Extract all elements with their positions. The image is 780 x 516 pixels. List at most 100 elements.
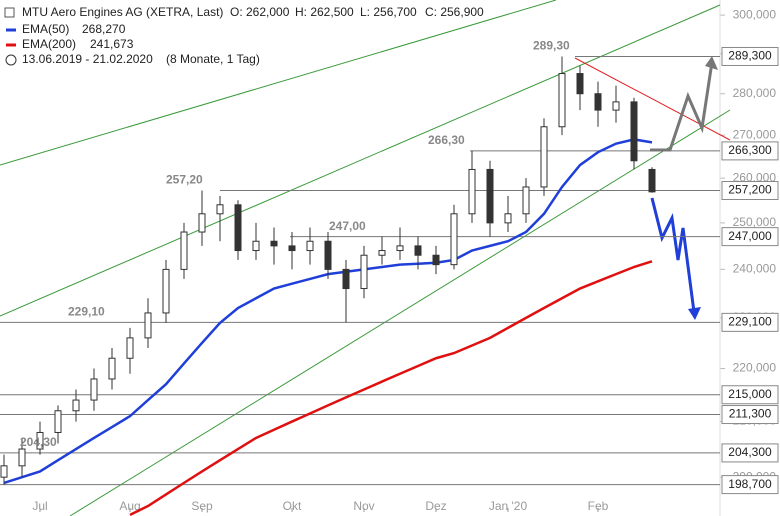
legend-value: 268,270 [82,22,126,36]
level-label: 215,000 [728,387,772,401]
candle-body [90,378,98,401]
level-box [721,141,779,161]
legend-icon [4,7,15,18]
candle-body [162,268,170,314]
candle-body [486,168,494,224]
arrow-head [705,56,718,70]
arrow-head [688,307,701,320]
candle-body [0,465,8,478]
x-tick-label: Nov [353,499,374,513]
candle-body [558,73,566,128]
y-tick-label: 220,000 [733,361,777,375]
candle-body [234,204,242,252]
ohlc-value: C: 256,900 [425,5,484,19]
candle-body [396,245,404,252]
candle-body [540,126,548,188]
x-tick-label: Feb [588,499,609,513]
x-tick-label: Jan '20 [489,499,528,513]
x-tick-label: Sep [191,499,213,513]
annotation: 257,20 [166,173,203,187]
period: (8 Monate, 1 Tag) [166,52,260,66]
annotation: 289,30 [533,39,570,53]
annotation: 229,10 [68,305,105,319]
candle-body [360,254,368,290]
candle-body [108,357,116,380]
candle-body [18,448,26,467]
candle-body [180,231,188,270]
candle-body [450,213,458,266]
candle-body [594,93,602,111]
legend-label: EMA(50) [22,22,69,36]
level-label: 229,100 [728,315,772,329]
candle-body [522,186,530,215]
scenario-arrow-down [650,197,696,313]
candle-body [576,73,584,95]
x-tick-label: Okt [283,499,302,513]
ohlc-value: L: 256,700 [360,5,417,19]
candle-body [144,312,152,339]
y-tick-label: 260,000 [733,170,777,184]
level-box [721,385,779,405]
legend: MTU Aero Engines AG (XETRA, Last) O: 262… [4,5,484,66]
level-box [721,405,779,425]
level-label: 211,300 [729,407,772,421]
ohlc-value: O: 262,000 [230,5,290,19]
level-label: 198,700 [728,477,772,491]
candle-body [72,399,80,412]
channel-upper [0,0,557,166]
downtrend-line [574,57,731,141]
candle-body [432,254,440,266]
candle-body [54,410,62,433]
scenario-arrow-up [650,61,714,152]
candle-body [504,213,512,224]
x-tick-label: Jul [32,499,47,513]
candle-body [378,250,386,256]
annotation: 266,30 [428,133,465,147]
date-range: 13.06.2019 - 21.02.2020 [22,52,153,66]
level-box [721,227,779,247]
y-tick-label: 280,000 [733,86,777,100]
candle-body [324,240,332,270]
legend-value: 241,673 [90,37,134,51]
y-tick-label: 250,000 [733,215,777,229]
annotation: 247,00 [329,219,366,233]
y-tick-label: 240,000 [733,262,777,276]
level-label: 257,200 [728,183,772,197]
candle-body [216,204,224,215]
candle-body [252,240,260,252]
candle-body [288,245,296,252]
level-box [721,181,779,201]
x-tick-label: Dez [425,499,446,513]
candle-body [306,240,314,252]
ema-line [129,260,653,516]
level-box [721,475,779,495]
level-label: 204,300 [728,445,772,459]
candle-body [414,245,422,256]
candle-body [648,168,656,193]
candle-body [270,240,278,247]
level-box [721,312,779,332]
candle-body [198,213,206,233]
candle-body [468,168,476,215]
level-box [721,443,779,463]
level-label: 289,300 [728,49,772,63]
ohlc-value: H: 262,500 [295,5,354,19]
level-label: 247,000 [728,229,772,243]
clock-icon [5,54,17,66]
trend-lines [0,0,731,516]
level-label: 266,300 [728,143,772,157]
channel-lower [69,109,731,516]
x-tick-label: Aug [119,499,140,513]
candle-body [126,337,134,359]
legend-title: MTU Aero Engines AG (XETRA, Last) [22,5,223,19]
y-tick-label: 270,000 [733,127,777,141]
annotation: 204,30 [20,435,57,449]
y-tick-label: 300,000 [733,7,777,21]
candle-body [342,268,350,290]
candle-body [612,101,620,111]
legend-label: EMA(200) [22,37,76,51]
candle-body [630,101,638,162]
